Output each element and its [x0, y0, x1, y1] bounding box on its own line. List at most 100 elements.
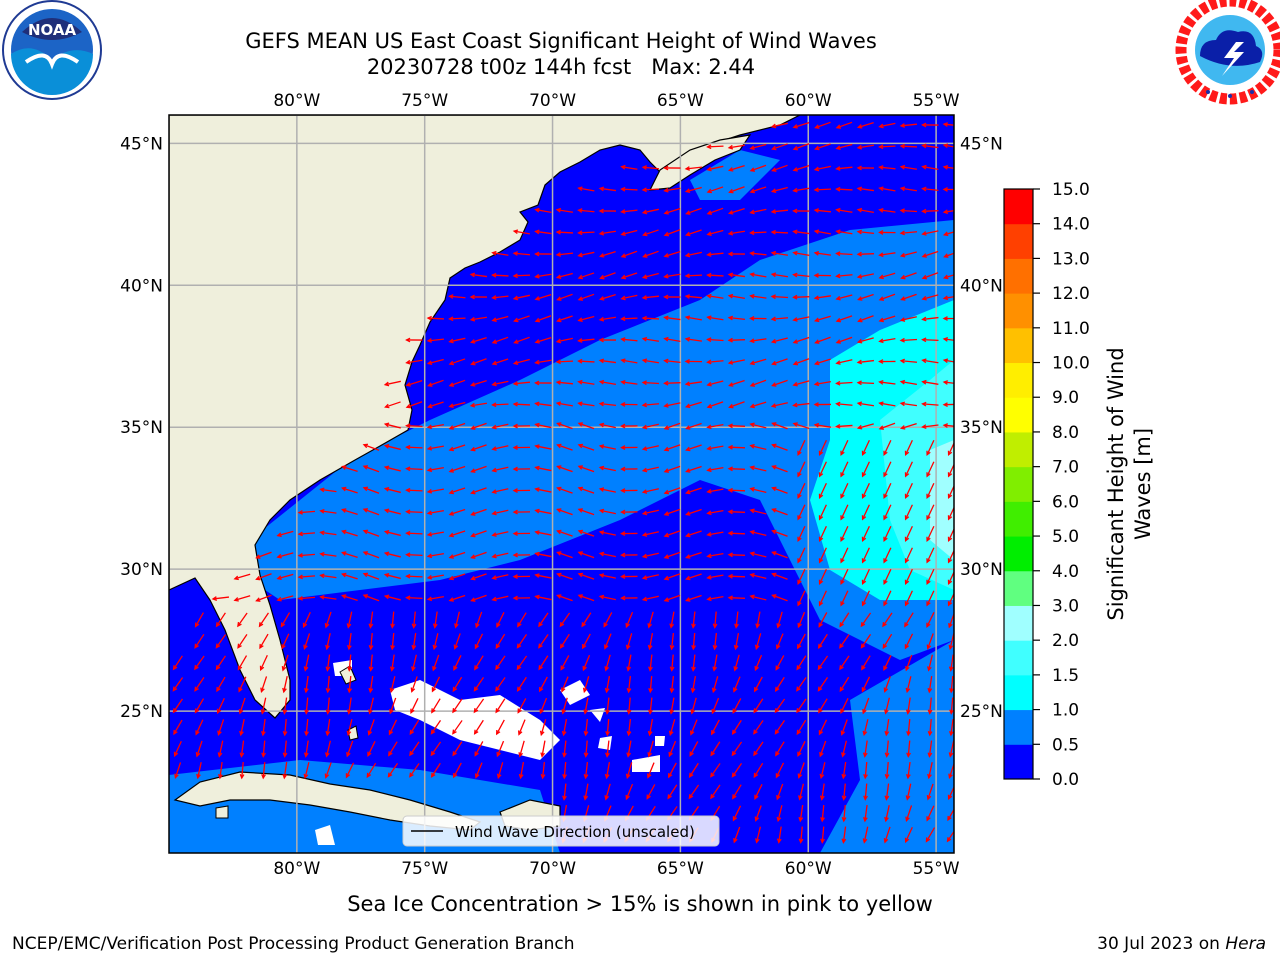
wave-arrow: [735, 611, 739, 628]
wave-arrow: [449, 594, 466, 602]
wave-arrow: [627, 718, 632, 736]
wave-arrow: [474, 655, 484, 670]
wave-arrow-head: [840, 536, 845, 543]
wave-arrow: [772, 508, 788, 516]
wave-arrow-head: [927, 709, 933, 715]
wave-arrow-head: [792, 272, 798, 278]
colorbar-tick-label: 1.0: [1052, 701, 1079, 721]
wave-arrow: [686, 401, 702, 408]
wave-arrow-head: [856, 424, 863, 430]
wave-arrow: [277, 530, 294, 537]
wave-arrow-head: [856, 338, 863, 344]
wave-arrow: [821, 826, 825, 843]
wave-arrow-head: [473, 708, 479, 714]
wave-arrow: [772, 379, 788, 387]
wave-arrow-head: [470, 554, 476, 559]
wave-arrow: [406, 446, 423, 449]
wave-arrow-head: [884, 730, 890, 737]
wave-arrow: [686, 508, 702, 516]
wave-arrow-head: [405, 530, 411, 536]
wave-arrow-head: [598, 508, 605, 514]
wave-arrow-head: [753, 772, 759, 779]
wave-arrow: [475, 611, 483, 628]
wave-arrow: [197, 762, 202, 778]
wave-arrow-head: [620, 423, 626, 429]
wave-arrow: [688, 784, 700, 799]
wave-arrow-head: [749, 316, 755, 321]
wave-arrow-head: [710, 794, 715, 800]
wave-arrow-head: [731, 729, 737, 735]
wave-arrow-head: [942, 402, 948, 408]
wave-arrow: [391, 654, 395, 671]
wave-arrow: [857, 359, 875, 364]
wave-arrow-head: [534, 551, 540, 557]
wave-arrow: [560, 633, 570, 649]
wave-arrow-head: [448, 468, 454, 473]
lon-label: 55°W: [913, 859, 960, 879]
wave-arrow: [944, 274, 954, 279]
wave-arrow: [391, 611, 395, 628]
wave-arrow: [646, 784, 656, 799]
wave-arrow: [905, 547, 913, 563]
lon-label: 65°W: [657, 91, 704, 111]
wave-arrow-head: [943, 253, 949, 258]
wave-arrow: [578, 551, 595, 559]
wave-arrow-head: [319, 594, 325, 600]
wave-arrow-head: [942, 423, 949, 428]
lat-label: 40°N: [960, 276, 1003, 296]
wave-arrow: [729, 379, 745, 387]
wave-arrow: [471, 530, 487, 537]
wave-arrow: [750, 401, 767, 408]
wave-arrow: [776, 633, 784, 649]
lon-labels-top: 80°W 75°W 70°W 65°W 60°W 55°W: [273, 91, 959, 111]
wave-arrow: [883, 439, 892, 456]
wave-arrow: [342, 551, 358, 559]
wave-arrow: [260, 654, 268, 671]
wave-arrow-head: [367, 751, 372, 757]
wave-arrow: [342, 530, 358, 537]
wave-arrow-head: [899, 337, 905, 343]
wave-arrow: [814, 209, 832, 213]
wave-arrow-head: [473, 729, 479, 735]
wave-arrow-head: [884, 709, 889, 715]
wave-arrow: [578, 530, 595, 537]
wave-arrow: [904, 633, 914, 649]
wave-arrow-head: [663, 425, 670, 430]
wave-arrow: [906, 676, 912, 692]
wave-arrow: [901, 272, 917, 279]
wave-arrow-head: [405, 487, 411, 493]
wave-arrow: [216, 655, 226, 670]
wave-arrow: [562, 719, 568, 735]
wave-arrow-head: [625, 773, 631, 780]
wave-arrow: [944, 144, 954, 148]
wave-arrow: [664, 530, 681, 537]
wave-arrow: [815, 336, 831, 344]
wave-arrow-head: [237, 665, 243, 671]
wave-arrow: [519, 762, 525, 778]
wave-arrow-head: [346, 644, 352, 651]
wave-arrow-head: [427, 382, 433, 387]
wave-arrow-head: [840, 601, 845, 607]
wave-arrow-head: [690, 709, 696, 715]
wave-arrow-head: [448, 511, 454, 516]
wave-arrow-head: [927, 752, 933, 758]
wave-arrow-head: [426, 596, 433, 602]
wave-arrow-head: [813, 295, 820, 301]
wave-arrow: [240, 719, 245, 735]
wave-arrow: [926, 504, 935, 520]
lat-label: 35°N: [120, 418, 163, 438]
wave-arrow: [604, 633, 612, 649]
wave-arrow: [433, 633, 439, 649]
wave-arrow: [858, 337, 874, 343]
wave-arrow-head: [491, 402, 497, 408]
wave-arrow: [449, 465, 466, 473]
wave-arrow-head: [560, 665, 565, 671]
wave-arrow: [707, 445, 724, 450]
wave-arrow: [905, 439, 913, 456]
wave-arrow: [600, 445, 616, 450]
wave-arrow: [535, 208, 552, 214]
wave-arrow-head: [512, 509, 518, 515]
wave-arrow-head: [282, 731, 288, 737]
wave-arrow: [304, 654, 310, 671]
wave-arrow-head: [495, 665, 500, 671]
